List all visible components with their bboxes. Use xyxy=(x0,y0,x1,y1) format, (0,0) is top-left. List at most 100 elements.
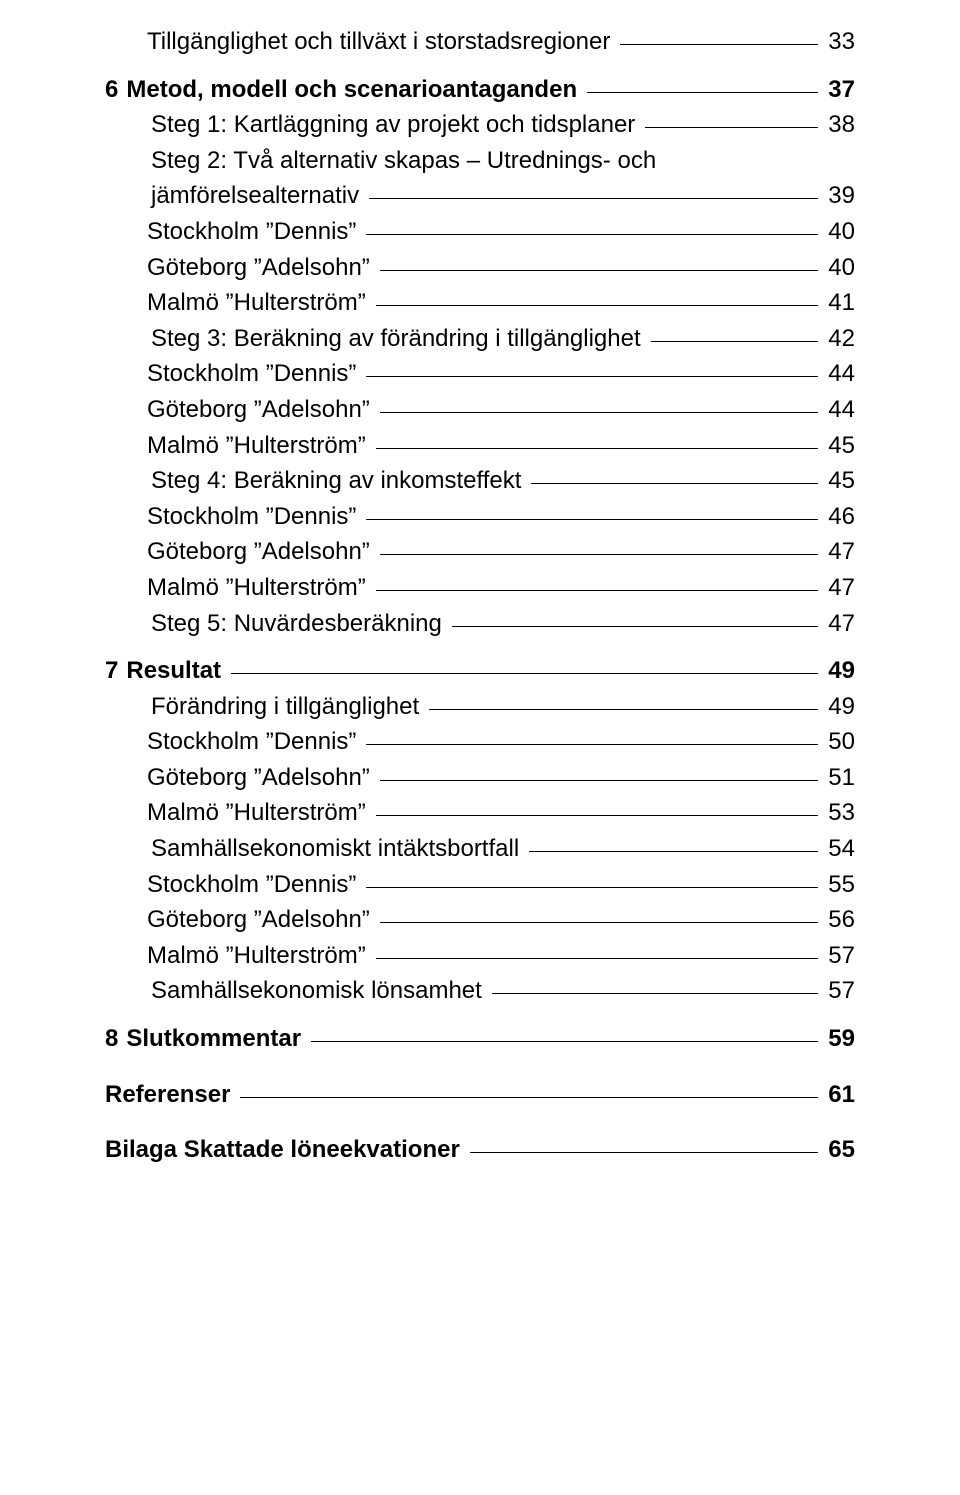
toc-leader-line xyxy=(366,519,818,520)
toc-leader-line xyxy=(645,127,818,128)
toc-entry-text: Göteborg ”Adelsohn” xyxy=(147,764,376,792)
toc-row: Referenser 61 xyxy=(105,1081,855,1109)
toc-entry-text: Förändring i tillgänglighet xyxy=(151,693,425,721)
toc-leader-line xyxy=(492,993,818,994)
toc-row: Göteborg ”Adelsohn” 44 xyxy=(105,396,855,424)
toc-page-number: 42 xyxy=(822,325,855,353)
toc-leader-line xyxy=(380,412,819,413)
toc-row: Malmö ”Hulterström” 45 xyxy=(105,432,855,460)
toc-page-number: 39 xyxy=(822,182,855,210)
toc-entry-text: Metod, modell och scenarioantaganden xyxy=(126,76,583,104)
toc-entry-text: Malmö ”Hulterström” xyxy=(147,432,372,460)
toc-entry-text: Stockholm ”Dennis” xyxy=(147,728,362,756)
toc-row: 7Resultat 49 xyxy=(105,657,855,685)
toc-row: jämförelsealternativ39 xyxy=(105,182,855,210)
toc-page-number: 47 xyxy=(822,574,855,602)
toc-page-number: 40 xyxy=(822,254,855,282)
toc-row: Stockholm ”Dennis”40 xyxy=(105,218,855,246)
toc-page-number: 45 xyxy=(822,432,855,460)
toc-page-number: 46 xyxy=(822,503,855,531)
toc-leader-line xyxy=(429,709,818,710)
toc-entry-text: Stockholm ”Dennis” xyxy=(147,503,362,531)
toc-page-number: 40 xyxy=(822,218,855,246)
toc-row: Steg 3: Beräkning av förändring i tillgä… xyxy=(105,325,855,353)
toc-leader-line xyxy=(380,270,819,271)
toc-row: Stockholm ”Dennis” 50 xyxy=(105,728,855,756)
toc-page-number: 38 xyxy=(822,111,855,139)
toc-row: Samhällsekonomisk lönsamhet 57 xyxy=(105,977,855,1005)
toc-page-number: 56 xyxy=(822,906,855,934)
toc-row: Malmö ”Hulterström” 47 xyxy=(105,574,855,602)
toc-page-number: 57 xyxy=(822,977,855,1005)
toc-page-number: 57 xyxy=(822,942,855,970)
toc-entry-text: Göteborg ”Adelsohn” xyxy=(147,254,376,282)
toc-row: Göteborg ”Adelsohn” 40 xyxy=(105,254,855,282)
toc-entry-text: Steg 1: Kartläggning av projekt och tids… xyxy=(151,111,641,139)
toc-leader-line xyxy=(380,922,819,923)
toc-leader-line xyxy=(366,376,818,377)
toc-row: Malmö ”Hulterström” 53 xyxy=(105,799,855,827)
toc-leader-line xyxy=(376,590,819,591)
toc-leader-line xyxy=(366,744,818,745)
toc-page-number: 47 xyxy=(822,610,855,638)
toc-entry-text: Göteborg ”Adelsohn” xyxy=(147,906,376,934)
toc-entry-text: Steg 2: Två alternativ skapas – Utrednin… xyxy=(151,147,662,175)
toc-leader-line xyxy=(651,341,819,342)
toc-leader-line xyxy=(531,483,818,484)
toc-leader-line xyxy=(376,815,819,816)
toc-entry-text: Samhällsekonomisk lönsamhet xyxy=(151,977,488,1005)
toc-leader-line xyxy=(380,780,819,781)
toc-leader-line xyxy=(376,305,819,306)
toc-leader-line xyxy=(376,958,819,959)
toc-row: Steg 1: Kartläggning av projekt och tids… xyxy=(105,111,855,139)
toc-row: Stockholm ”Dennis” 46 xyxy=(105,503,855,531)
toc-leader-line xyxy=(587,92,818,93)
toc-page-number: 59 xyxy=(822,1025,855,1053)
toc-section-number: 7 xyxy=(105,657,126,685)
toc-leader-line xyxy=(366,887,818,888)
toc-leader-line xyxy=(376,448,819,449)
toc-page-number: 61 xyxy=(822,1081,855,1109)
toc-row: Förändring i tillgänglighet 49 xyxy=(105,693,855,721)
toc-leader-line xyxy=(231,673,818,674)
toc-entry-text: Malmö ”Hulterström” xyxy=(147,942,372,970)
toc-page-number: 65 xyxy=(822,1136,855,1164)
toc-row: 6Metod, modell och scenarioantaganden 37 xyxy=(105,76,855,104)
toc-row: 8Slutkommentar 59 xyxy=(105,1025,855,1053)
toc-entry-text: Bilaga Skattade löneekvationer xyxy=(105,1136,466,1164)
toc-row: Samhällsekonomiskt intäktsbortfall54 xyxy=(105,835,855,863)
toc-entry-text: Resultat xyxy=(126,657,227,685)
toc-entry-text: Referenser xyxy=(105,1081,236,1109)
toc-page: Tillgänglighet och tillväxt i storstadsr… xyxy=(0,0,960,1495)
toc-row: Tillgänglighet och tillväxt i storstadsr… xyxy=(105,28,855,56)
toc-page-number: 47 xyxy=(822,538,855,566)
toc-entry-text: Göteborg ”Adelsohn” xyxy=(147,396,376,424)
toc-entry-text: Malmö ”Hulterström” xyxy=(147,574,372,602)
toc-page-number: 49 xyxy=(822,657,855,685)
toc-leader-line xyxy=(380,554,819,555)
toc-page-number: 53 xyxy=(822,799,855,827)
toc-row: Malmö ”Hulterström” 57 xyxy=(105,942,855,970)
toc-section-number: 8 xyxy=(105,1025,126,1053)
toc-leader-line xyxy=(529,851,818,852)
toc-section-number: 6 xyxy=(105,76,126,104)
toc-page-number: 54 xyxy=(822,835,855,863)
toc-entry-text: Malmö ”Hulterström” xyxy=(147,799,372,827)
toc-row: Steg 5: Nuvärdesberäkning47 xyxy=(105,610,855,638)
toc-leader-line xyxy=(366,234,818,235)
toc-page-number: 49 xyxy=(822,693,855,721)
toc-page-number: 50 xyxy=(822,728,855,756)
toc-page-number: 51 xyxy=(822,764,855,792)
toc-page-number: 37 xyxy=(822,76,855,104)
toc-page-number: 44 xyxy=(822,396,855,424)
toc-row: Stockholm ”Dennis”55 xyxy=(105,871,855,899)
toc-page-number: 45 xyxy=(822,467,855,495)
toc-leader-line xyxy=(470,1152,819,1153)
toc-entry-text: Göteborg ”Adelsohn” xyxy=(147,538,376,566)
toc-entry-text: Steg 3: Beräkning av förändring i tillgä… xyxy=(151,325,647,353)
toc-entry-text: Stockholm ”Dennis” xyxy=(147,360,362,388)
toc-page-number: 41 xyxy=(822,289,855,317)
toc-entry-text: Slutkommentar xyxy=(126,1025,307,1053)
toc-row: Göteborg ”Adelsohn” 56 xyxy=(105,906,855,934)
toc-entry-text: Malmö ”Hulterström” xyxy=(147,289,372,317)
